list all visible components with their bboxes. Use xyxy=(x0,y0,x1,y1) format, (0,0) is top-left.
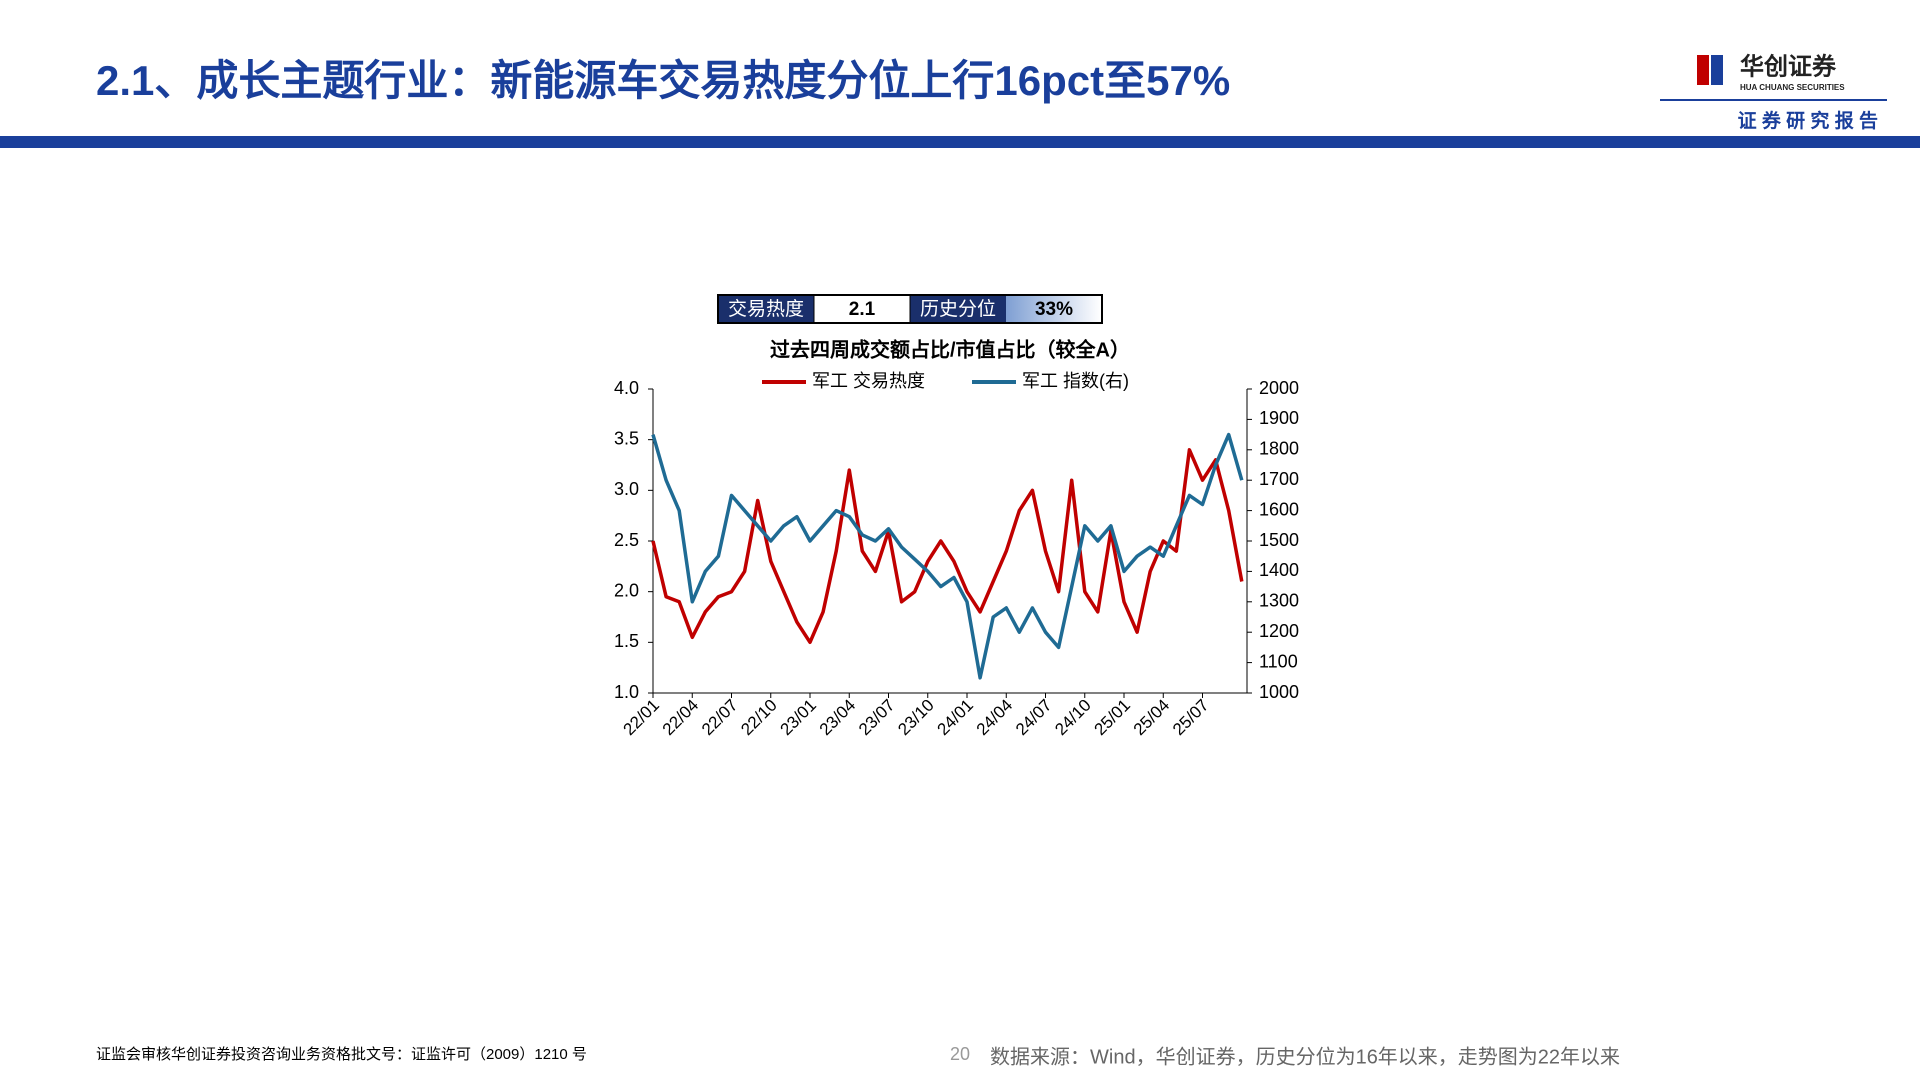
summary-value: 33% xyxy=(1035,299,1073,320)
legend-label: 军工 指数(右) xyxy=(1022,371,1129,391)
y2-tick-label: 1300 xyxy=(1259,591,1299,611)
x-tick-label: 22/01 xyxy=(619,696,663,740)
y-tick-label: 2.0 xyxy=(614,580,639,600)
source-note: 数据来源：Wind，华创证券，历史分位为16年以来，走势图为22年以来 xyxy=(990,1045,1620,1068)
logo-mark xyxy=(1711,55,1723,85)
y2-tick-label: 1800 xyxy=(1259,439,1299,459)
tagline: 证 券 研 究 报 告 xyxy=(1738,109,1878,132)
x-tick-label: 23/07 xyxy=(855,696,899,740)
y-tick-label: 1.0 xyxy=(614,682,639,702)
logo-sub: HUA CHUANG SECURITIES xyxy=(1740,83,1845,92)
y-tick-label: 3.5 xyxy=(614,428,639,448)
summary-label: 交易热度 xyxy=(728,298,804,320)
y-tick-label: 2.5 xyxy=(614,530,639,550)
y-tick-label: 3.0 xyxy=(614,479,639,499)
summary-cell xyxy=(910,296,1006,322)
x-tick-label: 24/07 xyxy=(1012,696,1056,740)
x-tick-label: 25/07 xyxy=(1169,696,1213,740)
legend-label: 军工 交易热度 xyxy=(812,371,925,391)
x-tick-label: 24/04 xyxy=(973,696,1017,740)
x-tick-label: 24/10 xyxy=(1051,696,1095,740)
series-line xyxy=(651,448,1244,645)
summary-value: 2.1 xyxy=(849,299,876,320)
y2-tick-label: 1200 xyxy=(1259,621,1299,641)
y2-tick-label: 2000 xyxy=(1259,378,1299,398)
legend: 军工 交易热度 军工 指数(右) xyxy=(762,371,1129,391)
y-tick-label: 1.5 xyxy=(614,631,639,651)
x-tick-label: 22/10 xyxy=(737,696,781,740)
y2-tick-label: 1000 xyxy=(1259,682,1299,702)
y2-tick-label: 1100 xyxy=(1259,651,1298,671)
header-bar xyxy=(0,136,1920,148)
summary-cell xyxy=(719,296,814,322)
logo-mark xyxy=(1697,55,1709,85)
license: 证监会审核华创证券投资咨询业务资格批文号：证监许可（2009）1210 号 xyxy=(96,1046,587,1063)
y2-tick-label: 1700 xyxy=(1259,469,1299,489)
y-tick-label: 4.0 xyxy=(614,378,639,398)
y2-tick-label: 1400 xyxy=(1259,560,1299,580)
x-tick-label: 24/01 xyxy=(933,696,977,740)
x-tick-label: 22/04 xyxy=(659,696,703,740)
x-tick-label: 23/10 xyxy=(894,696,938,740)
chart-title: 过去四周成交额占比/市值占比（较全A） xyxy=(770,337,1130,361)
slide-title: 2.1、成长主题行业：新能源车交易热度分位上行16pct至57% xyxy=(96,57,1230,104)
y2-tick-label: 1900 xyxy=(1259,408,1299,428)
y2-tick-label: 1600 xyxy=(1259,499,1299,519)
x-tick-label: 22/07 xyxy=(698,696,742,740)
x-tick-label: 25/04 xyxy=(1130,696,1174,740)
x-tick-label: 25/01 xyxy=(1090,696,1134,740)
summary-cell xyxy=(1006,296,1101,322)
x-tick-label: 23/04 xyxy=(816,696,860,740)
series-line xyxy=(651,432,1244,680)
x-tick-label: 23/01 xyxy=(776,696,820,740)
summary-label: 历史分位 xyxy=(920,298,996,320)
y2-tick-label: 1500 xyxy=(1259,530,1299,550)
logo-name: 华创证券 xyxy=(1740,52,1837,80)
page-number: 20 xyxy=(950,1044,970,1064)
plot: 1.0 1.5 2.0 2.5 3.0 3.5 4.0 1000 1100 1200 1300 140… xyxy=(614,378,1299,739)
